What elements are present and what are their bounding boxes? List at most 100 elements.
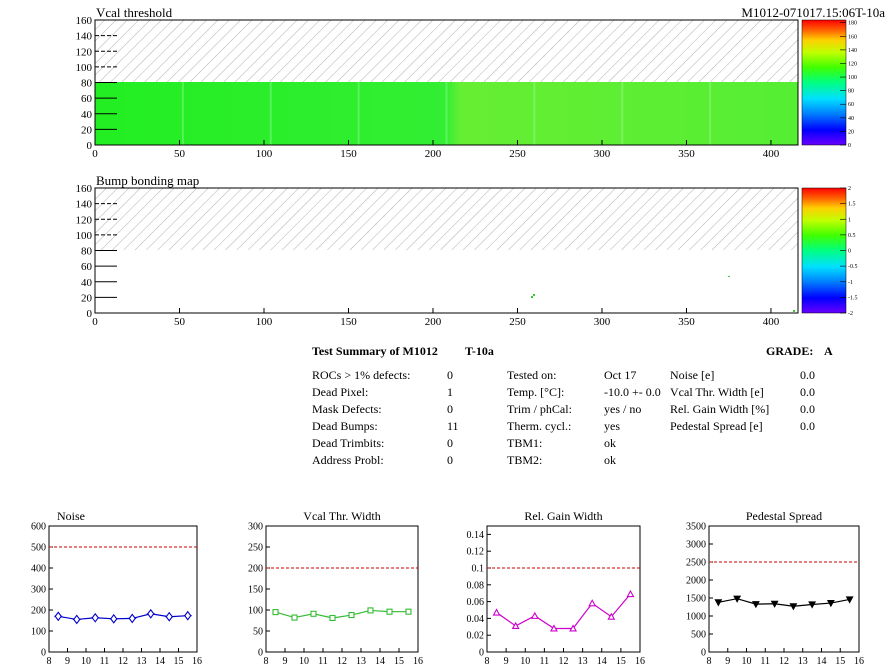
summary-mid-label: Trim / phCal: — [507, 402, 572, 416]
x-tick-label: 10 — [299, 656, 309, 667]
summary-left-label: Dead Trimbits: — [312, 436, 385, 450]
plot-2: Vcal Thr. Width 8 9 10 11 12 13 14 15 16 0 50 100 150… — [248, 509, 423, 667]
summary-right-label: Noise [e] — [670, 368, 715, 382]
y-tick-label: 160 — [76, 183, 93, 195]
x-tick-label: 9 — [504, 656, 509, 667]
palette-tick-label: -0.5 — [848, 264, 858, 270]
threshold-color-palette — [801, 19, 847, 146]
data-point — [73, 614, 81, 625]
data-point — [733, 595, 742, 603]
data-point — [530, 611, 539, 619]
palette-tick-label: 100 — [848, 75, 857, 81]
palette-tick-label: 2 — [848, 186, 851, 192]
summary-mid-label: TBM2: — [507, 453, 543, 467]
y-tick-label: 2500 — [686, 558, 706, 569]
roc-boundary-stripe — [181, 82, 184, 145]
threshold-masked-region — [95, 20, 798, 82]
x-tick-label: 12 — [337, 656, 347, 667]
x-tick-label: 10 — [81, 656, 91, 667]
data-point — [751, 601, 760, 609]
x-tick-label: 350 — [678, 316, 695, 328]
x-tick-label: 14 — [597, 656, 607, 667]
y-tick-label: 150 — [248, 585, 263, 596]
plot-frame — [48, 525, 198, 653]
x-tick-label: 11 — [540, 656, 550, 667]
x-tick-label: 100 — [256, 316, 273, 328]
y-tick-label: 0.14 — [467, 530, 485, 541]
bump-defect-mark — [728, 276, 730, 277]
x-tick-label: 150 — [340, 148, 357, 160]
summary-left-label: ROCs > 1% defects: — [312, 368, 411, 382]
x-tick-label: 16 — [635, 656, 645, 667]
x-tick-label: 16 — [854, 656, 864, 667]
data-point — [348, 611, 355, 619]
y-tick-label: 0 — [87, 308, 93, 320]
data-point — [329, 614, 336, 622]
palette-tick-label: 1 — [848, 217, 851, 223]
x-tick-label: 10 — [520, 656, 530, 667]
summary-right-label: Rel. Gain Width [%] — [670, 402, 770, 416]
palette-tick-label: 160 — [848, 34, 857, 40]
y-tick-label: 0.02 — [467, 631, 485, 642]
x-tick-label: 13 — [356, 656, 366, 667]
summary-left-value: 0 — [447, 402, 453, 416]
threshold-x-axis: 0 50 100 150 200 250 300 350 400 — [92, 140, 780, 160]
x-tick-label: 11 — [318, 656, 328, 667]
y-tick-label: 0 — [479, 648, 484, 659]
y-tick-label: 160 — [76, 15, 93, 27]
y-tick-label: 0.1 — [472, 564, 485, 575]
y-tick-label: 200 — [31, 606, 46, 617]
plot-3: Rel. Gain Width 8 9 10 11 12 13 14 15 16 0 0.02 0.04… — [467, 509, 646, 667]
summary-mid-value: ok — [604, 436, 616, 450]
x-tick-label: 350 — [678, 148, 695, 160]
x-tick-label: 14 — [817, 656, 827, 667]
y-tick-label: 120 — [76, 46, 93, 58]
x-tick-label: 12 — [118, 656, 128, 667]
x-tick-label: 200 — [425, 148, 442, 160]
grade-value: A — [824, 344, 833, 358]
summary-left-label: Address Probl: — [312, 453, 384, 467]
y-tick-label: 120 — [76, 214, 93, 226]
roc-boundary-stripe — [445, 82, 448, 145]
threshold-pixel-fill — [95, 82, 798, 145]
series-line — [275, 609, 409, 619]
data-point — [405, 608, 412, 615]
x-tick-label: 50 — [174, 316, 186, 328]
y-tick-label: 50 — [253, 627, 263, 638]
x-tick-label: 50 — [174, 148, 186, 160]
bump-defect-mark — [531, 296, 533, 298]
y-tick-label: 100 — [76, 230, 93, 242]
y-tick-label: 140 — [76, 199, 93, 211]
data-point — [492, 608, 501, 616]
x-tick-label: 200 — [425, 316, 442, 328]
y-tick-label: 0 — [87, 140, 93, 152]
summary-mid-value: -10.0 +- 0.0 — [604, 385, 661, 399]
summary-mid-value: yes — [604, 419, 620, 433]
y-tick-label: 300 — [248, 522, 263, 533]
x-tick-label: 150 — [340, 316, 357, 328]
data-point — [128, 613, 136, 624]
summary-mid-label: Temp. [°C]: — [507, 385, 565, 399]
palette-tick-label: 0 — [848, 249, 851, 255]
x-tick-label: 0 — [92, 148, 98, 160]
threshold-palette-axis: 0 20 40 60 80 100 120 140 160 180 — [840, 21, 857, 149]
y-tick-label: 500 — [31, 543, 46, 554]
data-point — [588, 599, 597, 607]
x-tick-label: 13 — [578, 656, 588, 667]
y-tick-label: 0.06 — [467, 597, 485, 608]
data-point — [569, 624, 577, 632]
y-tick-label: 40 — [81, 109, 93, 121]
threshold-y-axis: 0 20 40 60 80 100 120 140 160 — [76, 15, 117, 152]
plot-title: Rel. Gain Width — [524, 509, 602, 523]
data-point — [808, 601, 817, 609]
data-point — [826, 599, 835, 608]
roc-boundary-stripe — [621, 82, 624, 145]
roc-boundary-stripe — [357, 82, 360, 145]
x-tick-label: 15 — [394, 656, 404, 667]
plot-4: Pedestal Spread 8 9 10 11 12 13 14 15 16 0 500 1000 1… — [686, 509, 864, 667]
x-tick-label: 16 — [192, 656, 202, 667]
y-tick-label: 0.08 — [467, 580, 485, 591]
threshold-column-stripes — [181, 82, 712, 145]
summary-left-label: Dead Pixel: — [312, 385, 369, 399]
